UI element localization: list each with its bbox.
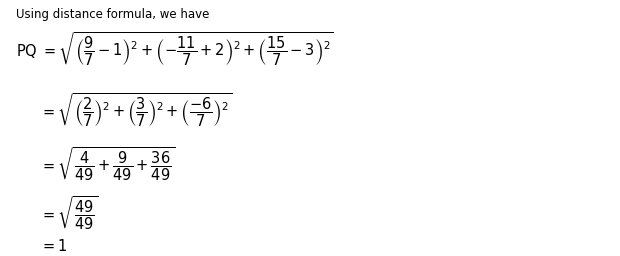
Text: $= \sqrt{\left(\dfrac{2}{7}\right)^{2}+\left(\dfrac{3}{7}\right)^{2}+\left(\dfra: $= \sqrt{\left(\dfrac{2}{7}\right)^{2}+\… [40, 92, 232, 129]
Text: $= \sqrt{\dfrac{49}{49}}$: $= \sqrt{\dfrac{49}{49}}$ [40, 195, 99, 232]
Text: PQ $= \sqrt{\left(\dfrac{9}{7}-1\right)^{2}+\left(-\dfrac{11}{7}+2\right)^{2}+\l: PQ $= \sqrt{\left(\dfrac{9}{7}-1\right)^… [16, 31, 334, 68]
Text: $= \sqrt{\dfrac{4}{49}+\dfrac{9}{49}+\dfrac{36}{49}}$: $= \sqrt{\dfrac{4}{49}+\dfrac{9}{49}+\df… [40, 146, 175, 183]
Text: $= 1$: $= 1$ [40, 238, 68, 254]
Text: Using distance formula, we have: Using distance formula, we have [16, 8, 209, 21]
